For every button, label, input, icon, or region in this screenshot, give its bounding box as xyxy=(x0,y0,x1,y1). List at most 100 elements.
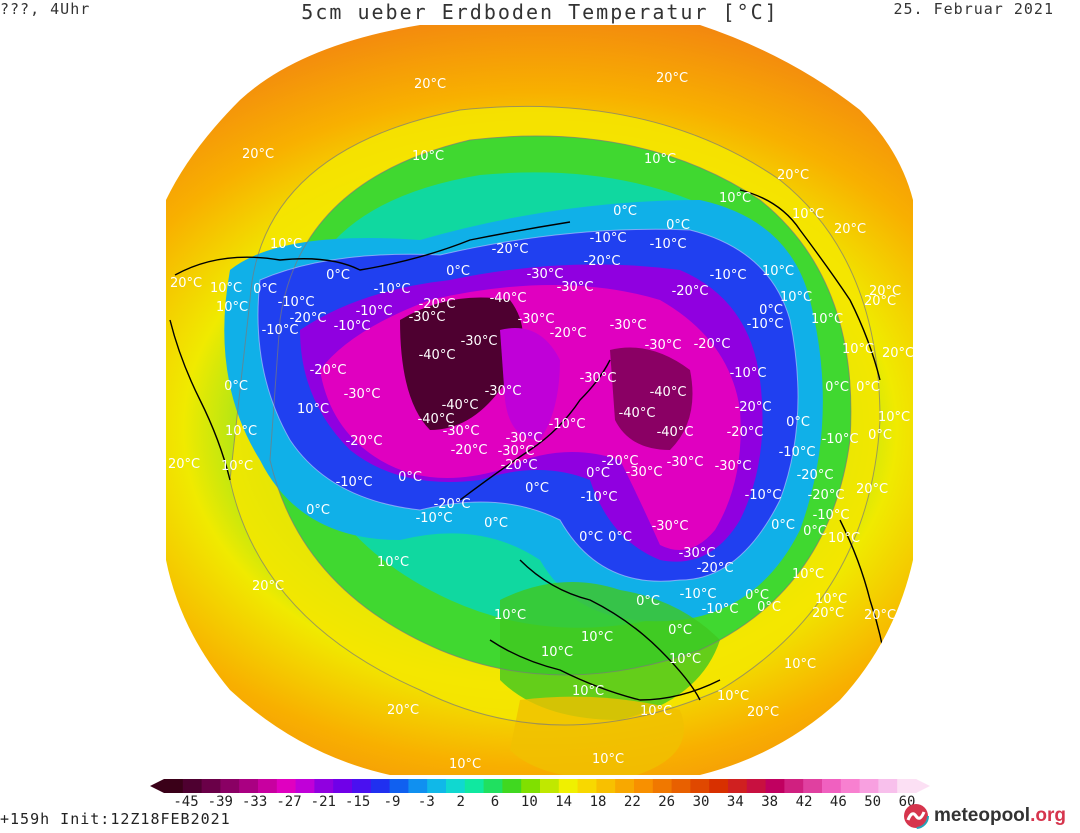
colorbar-tick-label: -21 xyxy=(310,794,336,810)
colorbar-cell xyxy=(784,779,804,793)
isotherm-label: -10°C xyxy=(813,508,850,523)
colorbar-cell xyxy=(671,779,691,793)
isotherm-label: 20°C xyxy=(864,294,896,309)
isotherm-label: 0°C xyxy=(608,530,632,545)
isotherm-label: 10°C xyxy=(792,207,824,222)
isotherm-label: 10°C xyxy=(377,555,409,570)
isotherm-label: 0°C xyxy=(484,516,508,531)
isotherm-label: 20°C xyxy=(812,606,844,621)
isotherm-label: 10°C xyxy=(878,410,910,425)
isotherm-label: 10°C xyxy=(780,290,812,305)
colorbar-tick-label: 42 xyxy=(795,794,813,810)
isotherm-label: -30°C xyxy=(344,387,381,402)
colorbar-tick-label: 26 xyxy=(658,794,676,810)
colorbar-tick-label: -45 xyxy=(173,794,199,810)
colorbar-cell xyxy=(333,779,353,793)
colorbar-tick-label: 14 xyxy=(555,794,573,810)
colorbar-cell xyxy=(314,779,334,793)
colorbar-cell xyxy=(483,779,503,793)
isotherm-label: -10°C xyxy=(680,587,717,602)
isotherm-label: -10°C xyxy=(334,319,371,334)
colorbar-tick-label: -27 xyxy=(276,794,302,810)
isotherm-label: -40°C xyxy=(418,412,455,427)
forecast-init: +159h Init:12Z18FEB2021 xyxy=(0,810,231,828)
isotherm-label: -10°C xyxy=(581,490,618,505)
isotherm-label: -20°C xyxy=(290,311,327,326)
colorbar-cell xyxy=(897,779,917,793)
isotherm-label: 20°C xyxy=(414,77,446,92)
isotherm-label: 10°C xyxy=(784,657,816,672)
isotherm-label: -20°C xyxy=(434,497,471,512)
colorbar-cell xyxy=(464,779,485,793)
isotherm-label: 10°C xyxy=(270,237,302,252)
isotherm-label: -20°C xyxy=(808,488,845,503)
isotherm-label: 0°C xyxy=(306,503,330,518)
greenland-magenta xyxy=(500,328,560,440)
deep-cold-siberia xyxy=(400,297,523,430)
isotherm-label: 20°C xyxy=(777,168,809,183)
isotherm-label: 10°C xyxy=(581,630,613,645)
africa-land xyxy=(510,696,684,775)
europe-land xyxy=(500,582,720,720)
isotherm-label: -20°C xyxy=(419,297,456,312)
colorbar-tick-label: 30 xyxy=(692,794,710,810)
colorbar-cell xyxy=(521,779,541,793)
colorbar-cell xyxy=(502,779,522,793)
isotherm-label: 0°C xyxy=(579,530,603,545)
isotherm-label: -10°C xyxy=(745,488,782,503)
isotherm-label: 10°C xyxy=(221,459,253,474)
isotherm-label: -20°C xyxy=(501,458,538,473)
isotherm-label: -20°C xyxy=(727,425,764,440)
colorbar-tick-label: 2 xyxy=(456,794,465,810)
isotherm-label: 10°C xyxy=(494,608,526,623)
isotherm-label: -40°C xyxy=(657,425,694,440)
isotherm-label: -20°C xyxy=(310,363,347,378)
isotherm-label: 10°C xyxy=(592,752,624,767)
isotherm-label: -30°C xyxy=(485,384,522,399)
isotherm-label: -40°C xyxy=(490,291,527,306)
isotherm-label: 0°C xyxy=(856,380,880,395)
colorbar-cell xyxy=(577,779,597,793)
isotherm-label: 20°C xyxy=(856,482,888,497)
isotherm-label: 0°C xyxy=(666,218,690,233)
isotherm-labels: 20°C 20°C 20°C 10°C 10°C 20°C 10°C 10°C 20°C 0°C 0… xyxy=(168,71,914,772)
colorbar-tick-label: 22 xyxy=(623,794,641,810)
colorbar-cell xyxy=(276,779,297,793)
meteopool-logo[interactable]: meteopool.org xyxy=(902,800,1078,832)
isotherm-label: 0°C xyxy=(745,588,769,603)
isotherm-label: 0°C xyxy=(636,594,660,609)
isotherm-label: 10°C xyxy=(640,704,672,719)
isotherm-label: 0°C xyxy=(759,303,783,318)
isotherm-label: -20°C xyxy=(451,443,488,458)
isotherm-label: -30°C xyxy=(518,312,555,327)
isotherm-label: -30°C xyxy=(527,267,564,282)
isotherm-label: 0°C xyxy=(771,518,795,533)
isotherm-contours xyxy=(229,105,881,726)
colorbar-cell xyxy=(258,779,278,793)
colorbar-cell xyxy=(540,779,560,793)
isotherm-label: -40°C xyxy=(419,348,456,363)
isotherm-label: 20°C xyxy=(242,147,274,162)
colorbar-cell xyxy=(596,779,616,793)
isotherm-label: -10°C xyxy=(336,475,373,490)
colorbar-cell xyxy=(352,779,372,793)
colorbar-cell xyxy=(446,779,466,793)
isotherm-label: 10°C xyxy=(644,152,676,167)
isotherm-label: -30°C xyxy=(645,338,682,353)
isotherm-label: 10°C xyxy=(669,652,701,667)
isotherm-label: 20°C xyxy=(387,703,419,718)
isotherm-label: 10°C xyxy=(449,757,481,772)
isotherm-label: 0°C xyxy=(868,428,892,443)
isotherm-label: 0°C xyxy=(398,470,422,485)
isotherm-label: -20°C xyxy=(346,434,383,449)
colorbar-cell xyxy=(164,779,184,793)
isotherm-label: -20°C xyxy=(735,400,772,415)
map-title: 5cm ueber Erdboden Temperatur [°C] xyxy=(301,0,779,24)
isotherm-label: 10°C xyxy=(210,281,242,296)
colorbar xyxy=(150,779,930,793)
isotherm-label: -30°C xyxy=(443,424,480,439)
isotherm-label: 0°C xyxy=(586,466,610,481)
colorbar-cell xyxy=(370,779,391,793)
isotherm-label: 10°C xyxy=(719,191,751,206)
colorbar-cell xyxy=(709,779,729,793)
